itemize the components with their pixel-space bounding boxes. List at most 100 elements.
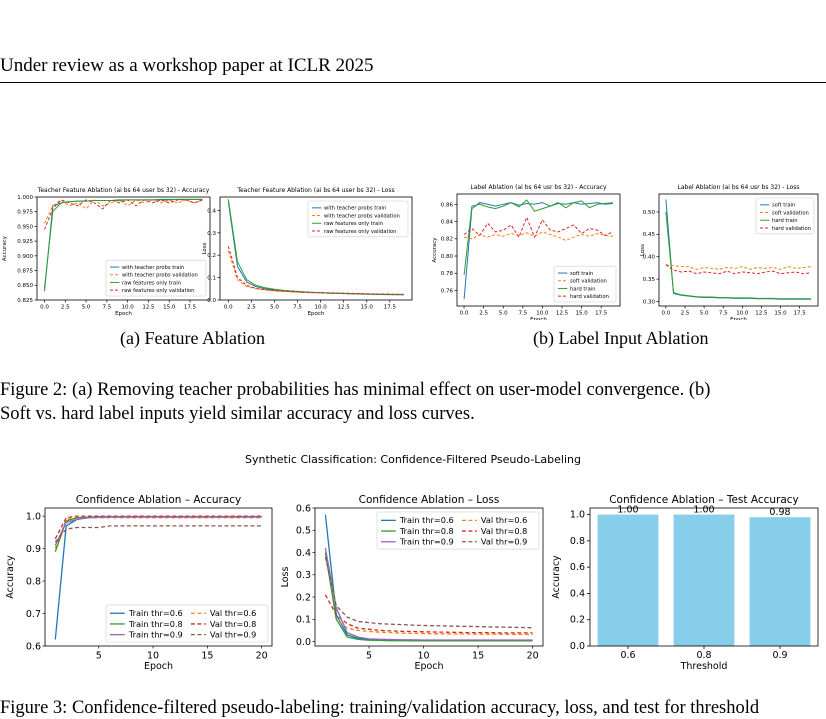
x-tick-label: 0.6 [620,650,635,661]
x-tick-label: 17.5 [794,311,807,317]
y-tick-label: 0.6 [570,562,585,573]
x-tick-label: 10.0 [314,305,327,311]
y-tick-label: 0.6 [296,503,311,514]
legend-label: raw features only train [324,221,383,227]
legend-box [307,200,409,238]
series-line [54,516,262,553]
x-tick-label: 5.0 [700,311,709,317]
y-tick-label: 0.5 [296,526,311,537]
caption-line-2: Soft vs. hard label inputs yield similar… [0,404,475,424]
y-tick-label: 0.45 [643,232,656,238]
series-line [324,552,533,636]
legend-label: with teacher probs train [122,265,184,271]
x-tick-label: 7.5 [518,311,527,317]
x-tick-label: 17.5 [184,305,197,311]
y-tick-label: 0.950 [17,224,33,230]
x-axis-label: Epoch [115,311,132,317]
x-axis-label: Epoch [414,661,443,672]
y-tick-label: 0.4 [296,548,311,559]
x-tick-label: 12.5 [338,305,351,311]
legend-label: Train thr=0.6 [399,515,454,525]
plot-frame [44,507,273,647]
legend-label: Train thr=0.8 [399,526,454,536]
x-axis-label: Threshold [680,661,728,672]
y-tick-label: 0.6 [26,641,41,652]
legend: with teacher probs train with teacher pro… [105,259,207,297]
x-tick-label: 5.0 [82,305,91,311]
x-tick-label: 0.9 [772,650,787,661]
plot-group: Confidence Ablation – Accuracy 5 10 15 20 0.6… [5,494,273,672]
x-tick-label: 10 [147,651,159,662]
legend: Train thr=0.6 Val thr=0.6 Train thr=0.8 Val… [105,604,269,643]
plot-group: Teacher Feature Ablation (ai bs 64 user … [202,187,413,317]
legend-box [105,604,269,643]
label-loss-chart: Label Ablation (ai bs 64 usr bs 32) - Lo… [640,184,819,320]
x-axis-label: Epoch [530,317,547,320]
legend-label: hard validation [772,226,811,232]
plot-group: Confidence Ablation – Loss 5 10 15 20 0.0 0.1 0… [280,494,544,672]
figure-3-suptitle: Synthetic Classification: Confidence-Fil… [245,453,581,466]
plot-frame [36,196,211,301]
series-line [324,556,533,629]
x-tick-label: 0.0 [224,305,233,311]
legend-box [755,197,815,235]
y-tick-label: 0.0 [296,637,311,648]
y-tick-label: 0.900 [17,254,33,260]
legend-label: Val thr=0.9 [210,630,257,640]
plot-frame [219,196,413,301]
series-line [324,594,533,634]
x-tick-label: 5.0 [499,311,508,317]
x-tick-label: 12.5 [142,305,155,311]
legend-label: Val thr=0.6 [210,608,257,618]
y-tick-label: 0.3 [296,570,311,581]
y-axis-label: Accuracy [432,237,438,263]
legend: Train thr=0.6 Val thr=0.6 Train thr=0.8 Val… [376,511,540,550]
series-line [665,264,812,270]
y-tick-label: 1.0 [570,510,585,521]
legend-label: Train thr=0.9 [128,630,183,640]
series-line [665,211,812,300]
y-tick-label: 0.850 [17,283,33,289]
y-tick-label: 0.1 [296,615,311,626]
x-tick-label: 15.0 [361,305,374,311]
y-tick-label: 0.7 [26,609,41,620]
x-tick-label: 12.5 [556,311,569,317]
y-tick-label: 0.2 [207,253,216,259]
legend-box [553,265,617,303]
y-axis-label: Accuracy [5,555,16,599]
series-group [324,514,533,642]
subcaption-a: (a) Feature Ablation [120,328,265,348]
series-line [54,525,262,543]
y-tick-label: 0.825 [17,298,33,304]
legend-label: with teacher probs train [324,206,386,212]
series-group [463,199,614,300]
x-axis-label: Epoch [308,311,325,317]
y-tick-label: 0.975 [17,210,33,216]
legend-label: raw features only train [122,280,181,286]
y-tick-label: 1.0 [26,511,41,522]
plot-frame [314,507,544,647]
legend-box [376,511,540,550]
legend-label: with teacher probs validation [122,273,198,279]
plot-group: Label Ablation (ai bs 64 usr bs 32) - Ac… [432,184,621,320]
legend-label: soft validation [772,210,809,216]
y-tick-label: 0.35 [643,277,656,283]
y-axis-label: Loss [640,244,646,256]
series-line [463,231,613,242]
x-tick-label: 15.0 [163,305,176,311]
chart-title: Teacher Feature Ablation (ai bs 64 user … [37,187,210,194]
series-line [324,552,533,642]
legend-label: Train thr=0.6 [128,608,183,618]
legend-label: Train thr=0.9 [399,537,454,547]
legend-label: hard train [772,218,798,224]
plot-group: Label Ablation (ai bs 64 usr bs 32) - Lo… [640,184,819,320]
series-line [44,199,203,230]
feature-loss-chart: Teacher Feature Ablation (ai bs 64 user … [202,187,413,317]
plot-group: Teacher Feature Ablation (ai bs 64 user … [2,187,211,317]
x-tick-label: 15.0 [575,311,588,317]
chart-title: Confidence Ablation – Loss [359,494,500,506]
page-header: Under review as a workshop paper at ICLR… [0,55,374,76]
